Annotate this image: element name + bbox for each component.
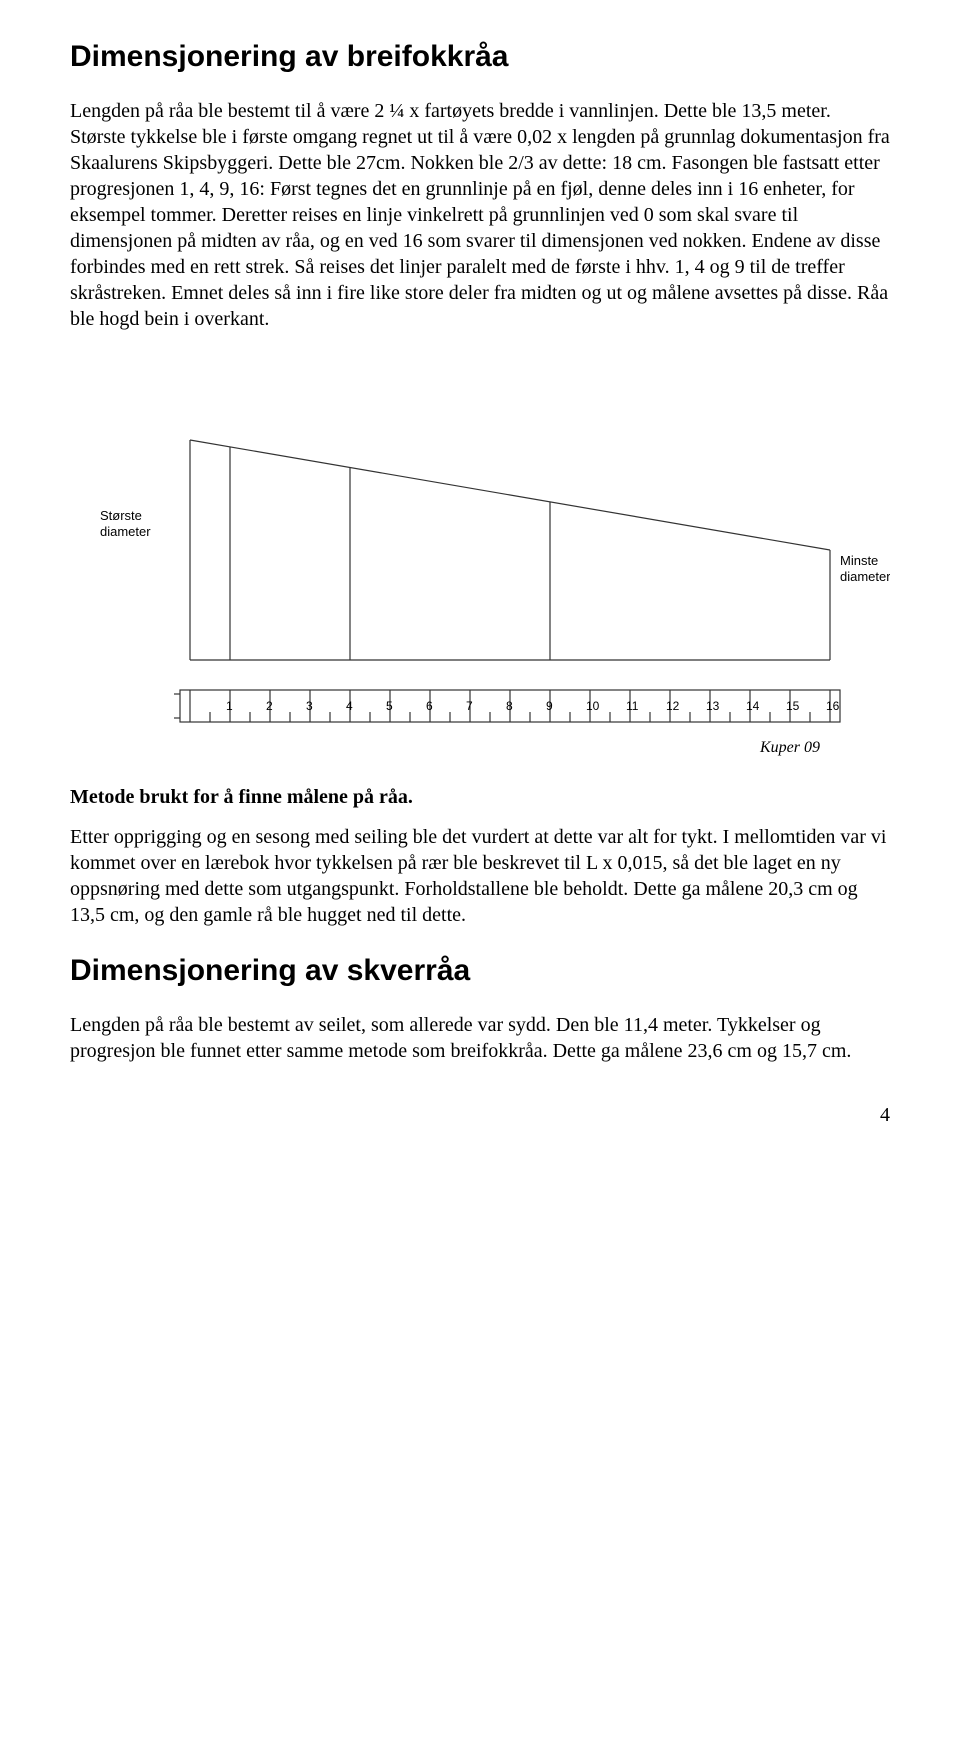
svg-text:11: 11	[626, 699, 639, 713]
svg-text:Minste: Minste	[840, 553, 878, 568]
svg-text:5: 5	[386, 699, 393, 713]
svg-text:6: 6	[426, 699, 433, 713]
body-breifokkraa: Lengden på råa ble bestemt til å være 2 …	[70, 98, 890, 332]
svg-text:Største: Største	[100, 508, 142, 523]
body-skverraa: Lengden på råa ble bestemt av seilet, so…	[70, 1012, 890, 1064]
svg-text:2: 2	[266, 699, 273, 713]
page-number: 4	[70, 1104, 890, 1127]
svg-text:Kuper 09: Kuper 09	[759, 739, 820, 756]
svg-text:1: 1	[226, 699, 233, 713]
svg-text:7: 7	[466, 699, 473, 713]
diagram-raa: StørstediameterMinstediameter12345678910…	[70, 360, 890, 770]
svg-text:8: 8	[506, 699, 513, 713]
svg-text:4: 4	[346, 699, 353, 713]
svg-text:14: 14	[746, 699, 760, 713]
body-revision: Etter opprigging og en sesong med seilin…	[70, 824, 890, 928]
svg-text:3: 3	[306, 699, 313, 713]
heading-breifokkraa: Dimensjonering av breifokkråa	[70, 40, 890, 74]
svg-text:12: 12	[666, 699, 680, 713]
svg-text:16: 16	[826, 699, 840, 713]
svg-text:15: 15	[786, 699, 800, 713]
svg-text:13: 13	[706, 699, 720, 713]
diagram-svg: StørstediameterMinstediameter12345678910…	[70, 360, 890, 770]
figure-caption: Metode brukt for å finne målene på råa.	[70, 784, 890, 810]
svg-text:diameter: diameter	[840, 569, 890, 584]
svg-text:9: 9	[546, 699, 553, 713]
page: Dimensjonering av breifokkråa Lengden på…	[0, 0, 960, 1167]
svg-text:10: 10	[586, 699, 600, 713]
heading-skverraa: Dimensjonering av skverråa	[70, 954, 890, 988]
svg-text:diameter: diameter	[100, 524, 151, 539]
